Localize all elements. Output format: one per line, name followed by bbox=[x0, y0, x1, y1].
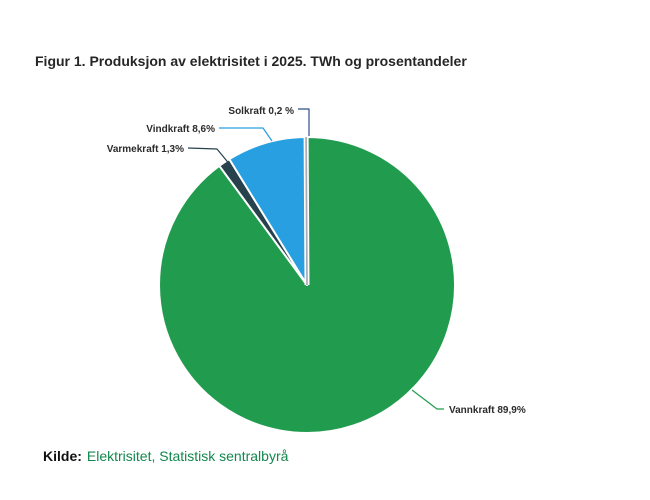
source-line: Kilde: Elektrisitet, Statistisk sentralby… bbox=[43, 447, 288, 465]
pie-label-vannkraft: Vannkraft 89,9% bbox=[449, 405, 526, 416]
source-link[interactable]: Elektrisitet, Statistisk sentralbyrå bbox=[86, 448, 289, 464]
leader-line-solkraft bbox=[298, 108, 310, 136]
pie-label-vindkraft: Vindkraft 8,6% bbox=[146, 124, 215, 135]
source-label: Kilde: bbox=[43, 448, 82, 464]
leader-line-vindkraft bbox=[219, 127, 273, 142]
pie-label-varmekraft: Varmekraft 1,3% bbox=[107, 144, 184, 155]
leader-line-vannkraft bbox=[411, 389, 444, 410]
pie-slice-solkraft[interactable] bbox=[305, 136, 308, 286]
pie-label-solkraft: Solkraft 0,2 % bbox=[228, 106, 294, 117]
pie-slice-vindkraft[interactable] bbox=[228, 136, 308, 286]
leader-line-varmekraft bbox=[187, 147, 232, 167]
figure-title: Figur 1. Produksjon av elektrisitet i 20… bbox=[35, 53, 467, 69]
